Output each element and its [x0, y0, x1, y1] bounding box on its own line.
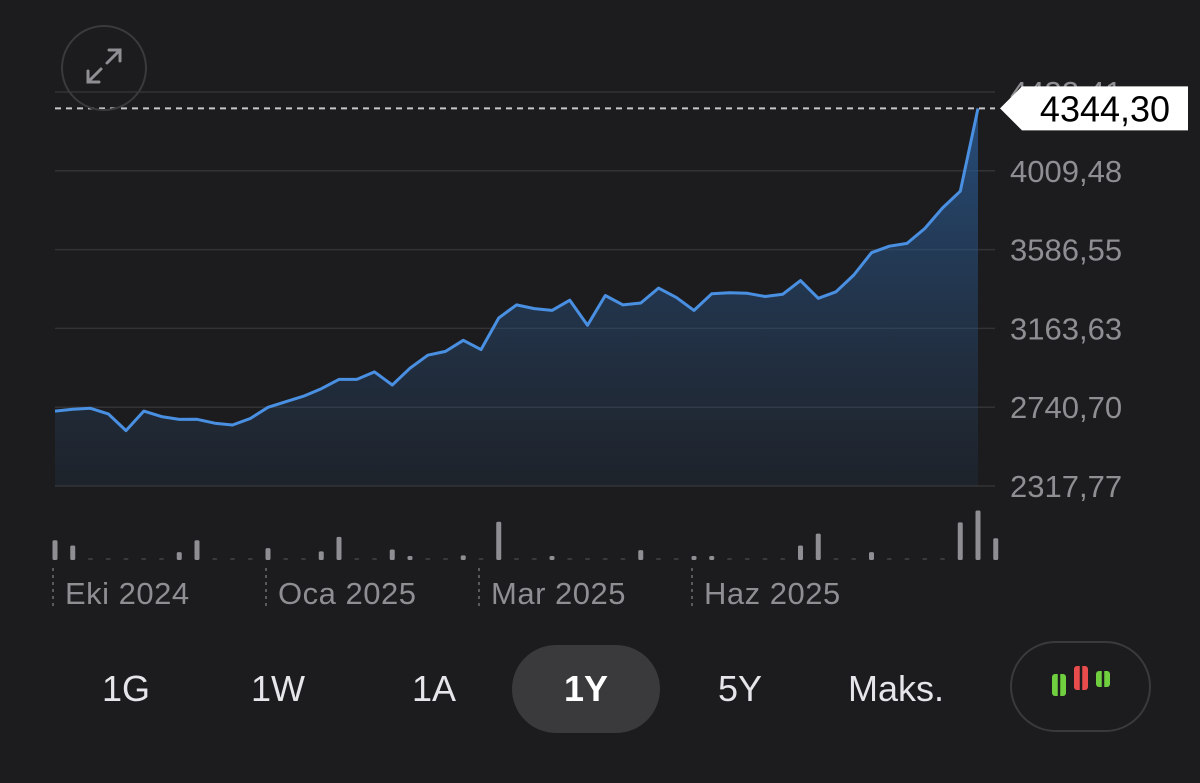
volume-bar — [425, 558, 431, 560]
volume-bar — [212, 558, 218, 560]
volume-bar — [798, 545, 803, 560]
volume-bar — [780, 558, 786, 560]
volume-bar — [727, 558, 732, 560]
volume-bar — [585, 558, 590, 560]
volume-bar — [904, 558, 910, 560]
volume-bar — [123, 558, 129, 560]
volume-bar — [833, 558, 839, 560]
range-1y-button[interactable]: 1Y — [512, 645, 660, 733]
x-tick-label: Eki 2024 — [65, 576, 190, 611]
price-line — [54, 108, 980, 433]
volume-bar — [354, 558, 360, 560]
volume-bar — [443, 558, 448, 560]
x-tick-label: Oca 2025 — [278, 576, 416, 611]
volume-bar — [869, 552, 874, 560]
volume-bar — [318, 551, 324, 560]
volume-bar — [975, 510, 981, 560]
y-tick-label: 3586,55 — [1010, 233, 1122, 268]
volume-bar — [52, 540, 58, 560]
volume-bar — [940, 558, 945, 560]
volume-bar — [247, 558, 253, 560]
volume-bar — [460, 555, 466, 560]
volume-bar — [336, 536, 342, 560]
volume-bar — [531, 558, 537, 560]
volume-bar — [620, 558, 626, 560]
volume-bar — [514, 558, 519, 560]
volume-bar — [372, 558, 377, 560]
volume-bar — [141, 558, 147, 560]
volume-bar — [638, 550, 644, 560]
volume-bar — [815, 533, 821, 560]
expand-button[interactable] — [61, 25, 147, 111]
y-tick-label: 4009,48 — [1010, 154, 1122, 189]
y-tick-label: 2740,70 — [1010, 390, 1122, 425]
range-selector: 1G 1W 1A 1Y 5Y Maks. — [48, 645, 1152, 733]
volume-bar — [88, 558, 93, 560]
volume-bar — [691, 556, 697, 560]
volume-bar — [549, 556, 555, 560]
y-tick-label: 2317,77 — [1010, 469, 1122, 504]
volume-bar — [851, 558, 857, 560]
volume-bar — [762, 558, 768, 560]
range-5y-button[interactable]: 5Y — [717, 668, 763, 709]
volume-bar — [886, 558, 892, 560]
range-1a-button[interactable]: 1A — [411, 668, 457, 709]
price-area — [55, 108, 978, 487]
volume-bar — [478, 558, 484, 560]
volume-bar — [389, 549, 395, 560]
x-tick-label: Mar 2025 — [491, 576, 626, 611]
volume-bar — [159, 558, 164, 560]
volume-bar — [709, 556, 715, 560]
range-1w-button[interactable]: 1W — [251, 668, 305, 709]
range-1g-button[interactable]: 1G — [101, 668, 151, 709]
volume-bar — [673, 558, 679, 560]
candlestick-icon — [1049, 660, 1113, 713]
volume-bar — [230, 558, 235, 560]
volume-bar — [70, 545, 76, 560]
volume-bar — [265, 548, 271, 560]
volume-bar — [567, 558, 573, 560]
y-tick-label: 3163,63 — [1010, 311, 1122, 346]
chart-type-button[interactable] — [1010, 641, 1151, 732]
volume-bar — [496, 521, 502, 560]
range-maks-button[interactable]: Maks. — [847, 668, 944, 709]
current-value-label: 4344,30 — [1040, 88, 1170, 129]
volume-bar — [957, 522, 963, 560]
current-value-badge — [1000, 86, 1188, 131]
volume-bar — [194, 540, 200, 560]
volume-bar — [105, 558, 111, 560]
volume-bar — [993, 538, 999, 560]
volume-bar — [283, 558, 289, 560]
volume-bar — [922, 558, 928, 560]
volume-bar — [407, 556, 413, 560]
volume-bar — [301, 558, 306, 560]
volume-bar — [602, 558, 608, 560]
volume-bar — [656, 558, 661, 560]
expand-icon — [80, 42, 128, 95]
volume-bar — [176, 552, 182, 560]
x-tick-label: Haz 2025 — [704, 576, 841, 611]
volume-bar — [744, 558, 750, 560]
